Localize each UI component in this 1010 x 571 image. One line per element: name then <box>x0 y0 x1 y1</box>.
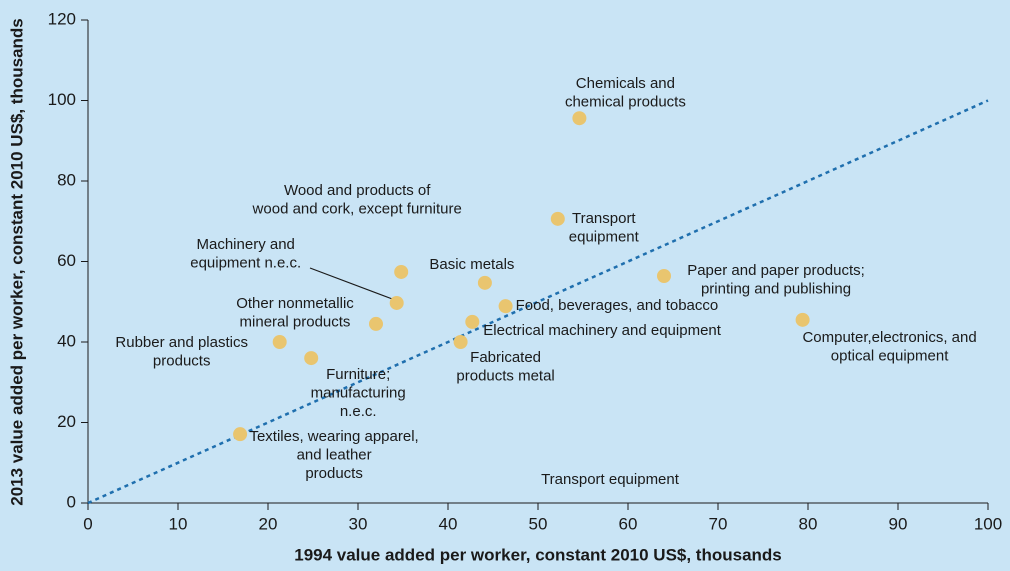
point-label: Rubber and plastics <box>115 334 248 351</box>
y-tick-label: 0 <box>67 492 76 511</box>
point-label: Other nonmetallic <box>236 295 354 312</box>
x-tick-label: 0 <box>83 514 92 533</box>
y-tick-label: 20 <box>57 412 76 431</box>
point-label: chemical products <box>565 94 686 111</box>
x-tick-label: 60 <box>619 514 638 533</box>
point-label: Electrical machinery and equipment <box>483 322 721 339</box>
point <box>550 211 565 226</box>
point-label: manufacturing <box>311 385 406 402</box>
point <box>453 335 468 349</box>
x-tick-label: 100 <box>974 514 1002 533</box>
point-label: Textiles, wearing apparel, <box>249 428 418 445</box>
y-tick-label: 80 <box>57 170 76 189</box>
leader-line <box>309 267 396 301</box>
point <box>795 312 810 327</box>
x-tick-label: 10 <box>169 514 188 533</box>
point-label: products <box>153 352 211 369</box>
point-label: Transport <box>572 210 636 227</box>
point <box>389 295 404 310</box>
point <box>465 314 480 329</box>
y-tick-label: 40 <box>57 331 76 350</box>
point-label: Fabricated <box>470 349 541 366</box>
point-label: and leather <box>297 447 372 464</box>
point-label: wood and cork, except furniture <box>252 200 462 217</box>
point <box>394 264 409 279</box>
point <box>304 351 319 366</box>
point <box>477 275 492 290</box>
point <box>572 111 587 126</box>
point-label: equipment n.e.c. <box>190 254 301 271</box>
point-label: Computer,electronics, and <box>802 329 976 346</box>
x-tick-label: 50 <box>529 514 548 533</box>
point-label: Food, beverages, and tobacco <box>516 297 719 314</box>
point-label: Machinery and <box>197 236 295 253</box>
point-label: Wood and products of <box>284 182 431 199</box>
x-tick-label: 90 <box>889 514 908 533</box>
y-tick-label: 100 <box>48 90 76 109</box>
point-label: products metal <box>456 367 554 384</box>
point-label: products <box>305 465 363 482</box>
point <box>233 427 248 442</box>
x-tick-label: 70 <box>709 514 728 533</box>
point-label: Furniture; <box>326 366 390 383</box>
point-label: equipment <box>569 228 640 245</box>
point <box>272 335 287 349</box>
y-axis-title: 2013 value added per worker, constant 20… <box>7 18 26 506</box>
annotation: Transport equipment <box>541 471 680 488</box>
y-tick-label: 60 <box>57 251 76 270</box>
x-tick-label: 30 <box>349 514 368 533</box>
x-tick-label: 40 <box>439 514 458 533</box>
point-label: Basic metals <box>429 256 514 273</box>
point-label: n.e.c. <box>340 403 377 420</box>
point <box>657 268 671 283</box>
point-label: printing and publishing <box>701 280 851 297</box>
y-tick-label: 120 <box>48 9 76 28</box>
point-label: mineral products <box>240 313 351 330</box>
point <box>369 316 383 331</box>
x-tick-label: 20 <box>259 514 278 533</box>
point-label: Paper and paper products; <box>687 262 865 279</box>
point-label: optical equipment <box>831 347 949 364</box>
x-tick-label: 80 <box>799 514 818 533</box>
point-label: Chemicals and <box>576 75 675 92</box>
point <box>498 299 513 314</box>
x-axis-title: 1994 value added per worker, constant 20… <box>294 545 782 564</box>
